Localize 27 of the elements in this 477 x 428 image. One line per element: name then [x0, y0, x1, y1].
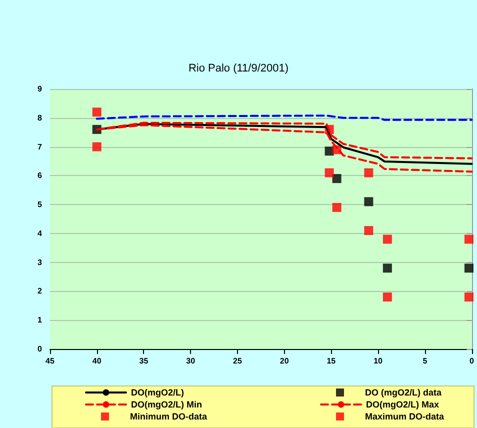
- y-tick-label: 1: [38, 316, 43, 325]
- x-tick-label: 20: [280, 356, 290, 366]
- x-tick-label: 15: [326, 356, 336, 366]
- x-tick-label: 45: [46, 356, 55, 366]
- x-tick-label: 35: [139, 356, 149, 366]
- y-tick-label: 9: [38, 84, 43, 94]
- x-tick-label: 5: [422, 356, 428, 366]
- y-tick-label: 2: [38, 286, 43, 296]
- x-tick-label: 10: [374, 356, 384, 366]
- y-tick-label: 0: [38, 344, 43, 354]
- x-tick-label: 30: [186, 356, 196, 366]
- x-tick-label: 40: [92, 356, 102, 366]
- legend-label: Maximum DO-data: [365, 412, 446, 422]
- legend-label: Minimum DO-data: [130, 412, 208, 422]
- legend-label: DO(mgO2/L): [131, 388, 184, 398]
- y-tick-label: 6: [38, 171, 43, 180]
- x-tick-label: 25: [233, 356, 242, 366]
- y-tick-label: 4: [38, 228, 43, 238]
- y-tick-label: 3: [38, 258, 43, 267]
- legend-label: DO (mgO2/L) data: [365, 388, 442, 398]
- x-tick-label: 0: [470, 356, 475, 366]
- y-tick-label: 8: [38, 113, 43, 122]
- legend-label: DO(mgO2/L) Max: [366, 400, 440, 410]
- y-tick-label: 7: [38, 142, 43, 152]
- legend-label: DO(mgO2/L) Min: [131, 400, 202, 410]
- y-tick-label: 5: [38, 200, 43, 210]
- chart-title: Rio Palo (11/9/2001): [188, 62, 289, 74]
